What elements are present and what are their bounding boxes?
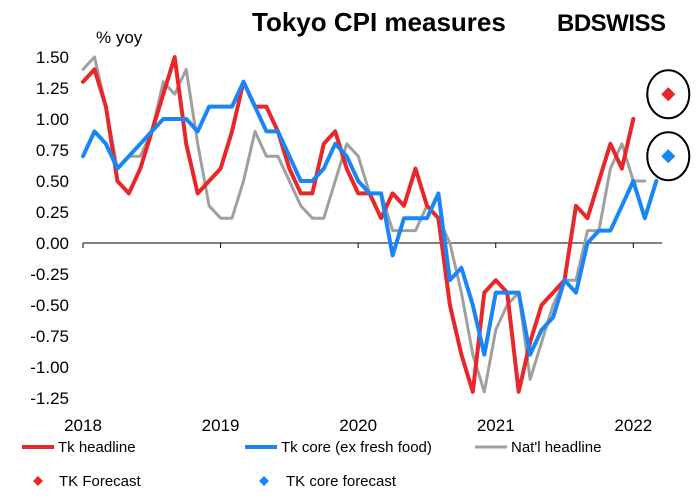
y-tick-label: -1.25 [30,389,69,408]
legend-label: TK Forecast [59,473,142,490]
y-tick-label: 1.50 [36,48,69,67]
x-tick-label: 2022 [614,416,652,435]
y-axis-ticks: 1.50 1.25 1.00 0.75 0.50 0.25 0.00 -0.25 -0.50 -0… [30,48,69,408]
series-line-tk-core-ex-fresh-food [81,79,659,357]
y-tick-label: 0.50 [36,172,69,191]
y-tick-label: -0.25 [30,265,69,284]
y-tick-label: 1.25 [36,79,69,98]
chart-series [81,55,659,394]
legend-label: Nat'l headline [511,439,601,456]
x-tick-label: 2019 [202,416,240,435]
legend-label: Tk headline [58,439,136,456]
y-tick-label: 0.25 [36,203,69,222]
series-line-nat-l-headline [81,55,647,394]
legend-label: Tk core (ex fresh food) [281,439,432,456]
y-tick-label: 0.00 [36,234,69,253]
y-axis-label: % yoy [96,28,143,47]
brand-logo: BDSWISS [557,10,667,37]
chart-legend: Tk headline Tk core (ex fresh food) Nat'l … [22,439,601,490]
x-tick-label: 2018 [64,416,102,435]
x-axis-ticks: 2018 2019 2020 2021 2022 [64,243,652,435]
brand-logo-text: BDSWISS [557,10,666,37]
y-tick-label: -0.50 [30,296,69,315]
legend-marker [259,476,269,486]
forecast-highlight-circle [646,131,691,182]
x-tick-label: 2021 [477,416,515,435]
chart-title: Tokyo CPI measures [252,7,506,37]
y-tick-label: -1.00 [30,358,69,377]
y-tick-label: -0.75 [30,327,69,346]
forecast-markers [646,69,691,182]
x-tick-label: 2020 [339,416,377,435]
forecast-highlight-circle [646,69,691,120]
series-line-tk-headline [81,55,636,394]
tk-core-forecast-marker [661,149,676,164]
legend-label: TK core forecast [286,473,397,490]
y-tick-label: 1.00 [36,110,69,129]
tk-forecast-marker [661,87,676,102]
legend-marker [33,476,43,486]
y-tick-label: 0.75 [36,141,69,160]
